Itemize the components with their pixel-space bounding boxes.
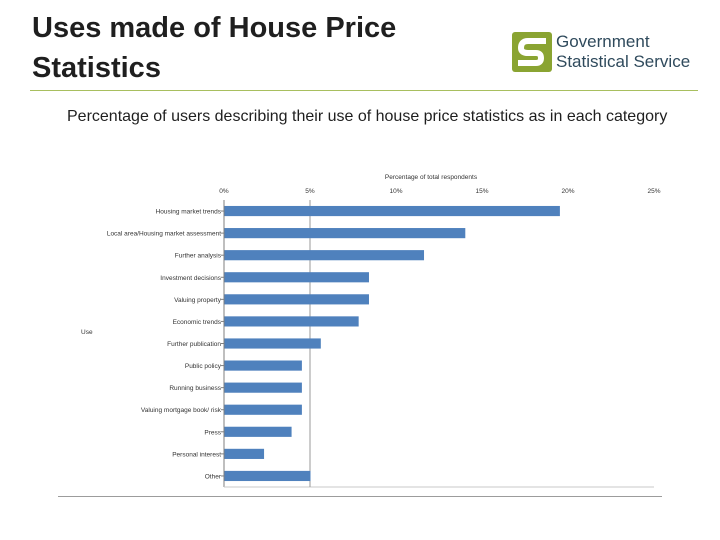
- bar: [224, 426, 292, 437]
- bar-layer: [224, 205, 560, 482]
- bar: [224, 294, 369, 305]
- x-tick-label: 0%: [219, 188, 229, 195]
- slide-title: Uses made of House Price Statistics: [32, 12, 397, 84]
- header-divider: [30, 90, 698, 91]
- chart-caption: Percentage of users describing their use…: [67, 108, 668, 125]
- x-tick-label: 10%: [389, 188, 402, 195]
- bar: [224, 205, 560, 217]
- logo-line-2: Statistical Service: [556, 52, 691, 71]
- bar: [224, 470, 311, 482]
- category-label: Further analysis: [175, 253, 222, 260]
- category-label: Local area/Housing market assessment: [107, 231, 221, 238]
- logo-text: Government Statistical Service: [556, 32, 690, 72]
- category-label: Other: [205, 473, 222, 480]
- gss-logo-icon: [512, 32, 552, 72]
- category-label: Valuing property: [174, 297, 222, 304]
- category-label: Further publication: [167, 341, 221, 348]
- bar: [224, 316, 359, 327]
- bar: [224, 338, 321, 349]
- x-tick-label: 20%: [561, 188, 574, 195]
- footer-divider: [58, 496, 662, 497]
- category-label: Economic trends: [173, 319, 222, 326]
- x-tick-label: 25%: [647, 188, 660, 195]
- gss-logo: Government Statistical Service: [512, 30, 702, 74]
- bar: [224, 272, 369, 283]
- bar: [224, 382, 302, 393]
- logo-line-1: Government: [556, 32, 650, 51]
- bar: [224, 448, 265, 459]
- category-label: Housing market trends: [156, 209, 222, 216]
- bar: [224, 404, 302, 415]
- category-label: Running business: [169, 385, 221, 392]
- bar: [224, 250, 425, 261]
- logo-mark-s: [517, 38, 546, 66]
- category-label: Personal interest: [172, 451, 221, 458]
- category-label: Public policy: [185, 363, 222, 370]
- bar: [224, 228, 466, 239]
- x-tick-label: 5%: [305, 188, 315, 195]
- category-label: Valuing mortgage book/ risk: [141, 407, 222, 414]
- x-tick-label: 15%: [475, 188, 488, 195]
- y-axis-label: Use: [81, 329, 93, 336]
- x-tick-layer: 0% 5% 10% 15% 20% 25%: [219, 188, 660, 195]
- category-label: Investment decisions: [160, 275, 221, 282]
- category-label-layer: Housing market trends Local area/Housing …: [107, 209, 222, 481]
- category-label: Press: [204, 429, 221, 436]
- bar: [224, 360, 302, 371]
- chart-title: Percentage of total respondents: [385, 174, 478, 181]
